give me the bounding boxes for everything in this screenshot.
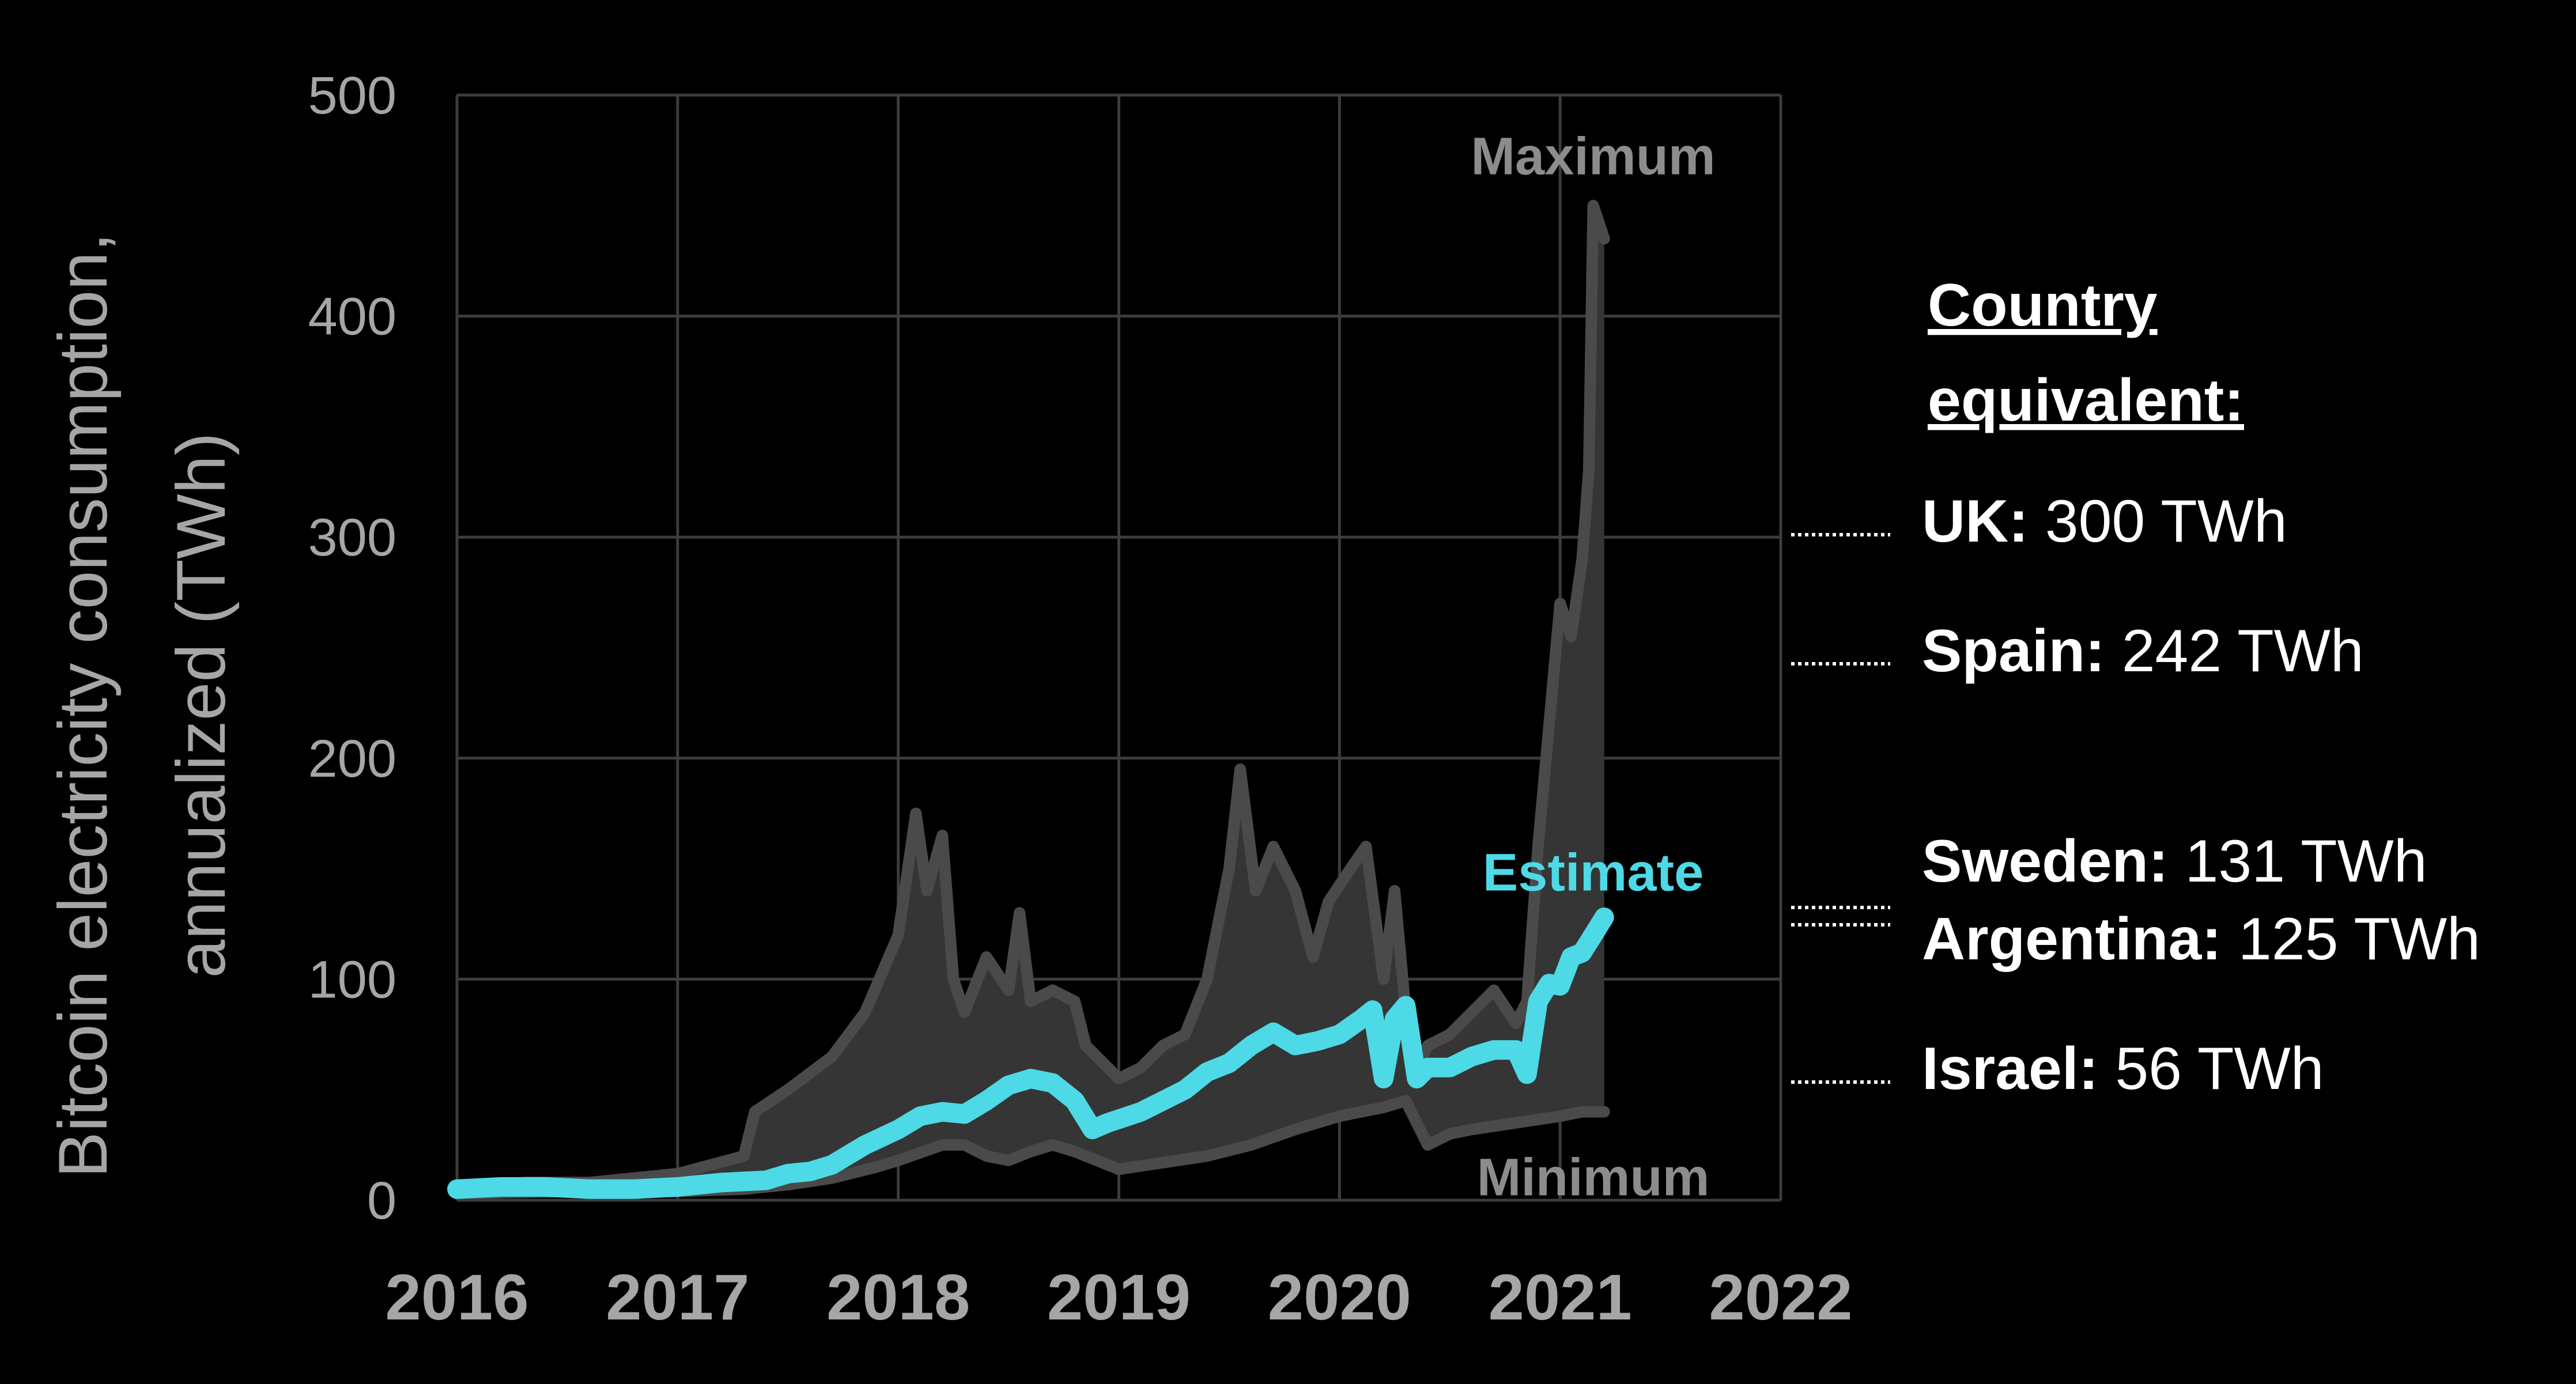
legend-title-line-2: equivalent: bbox=[1928, 367, 2244, 434]
country-value: 131 TWh bbox=[2169, 828, 2427, 895]
y-tick-100: 100 bbox=[308, 950, 397, 1009]
x-tick-2019: 2019 bbox=[1047, 1261, 1191, 1333]
x-tick-2021: 2021 bbox=[1489, 1261, 1632, 1333]
x-tick-2017: 2017 bbox=[606, 1261, 749, 1333]
y-axis-label-line-2: annualized (TWh) bbox=[163, 432, 240, 978]
country-name: Spain: bbox=[1922, 618, 2105, 685]
country-item-israel: Israel: 56 TWh bbox=[1922, 1035, 2324, 1102]
y-tick-labels: 0 100 200 300 400 500 bbox=[308, 66, 397, 1230]
y-tick-0: 0 bbox=[367, 1171, 396, 1230]
country-value: 125 TWh bbox=[2222, 906, 2480, 973]
y-tick-500: 500 bbox=[308, 66, 397, 125]
country-item-spain: Spain: 242 TWh bbox=[1922, 618, 2364, 685]
x-tick-labels: 2016 2017 2018 2019 2020 2021 2022 bbox=[385, 1261, 1852, 1333]
annotation-maximum: Maximum bbox=[1471, 127, 1715, 186]
annotation-minimum: Minimum bbox=[1477, 1148, 1710, 1207]
series-line-minimum bbox=[451, 1095, 1610, 1200]
country-value: 56 TWh bbox=[2098, 1035, 2324, 1102]
y-axis-label-line-1: Bitcoin electricity consumption, bbox=[44, 233, 122, 1178]
country-value: 242 TWh bbox=[2105, 618, 2364, 685]
country-value: 300 TWh bbox=[2029, 488, 2287, 555]
country-name: Argentina: bbox=[1922, 906, 2222, 973]
y-tick-400: 400 bbox=[308, 288, 397, 346]
series-line-maximum bbox=[451, 199, 1610, 1193]
country-equivalent-legend: Country equivalent: UK: 300 TWh Spain: 24… bbox=[1791, 272, 2480, 1102]
legend-title-line-1: Country bbox=[1928, 272, 2158, 339]
y-tick-300: 300 bbox=[308, 508, 397, 567]
series-annotations: Maximum Estimate Minimum bbox=[1471, 127, 1715, 1207]
country-item-argentina: Argentina: 125 TWh bbox=[1922, 906, 2480, 973]
country-item-uk: UK: 300 TWh bbox=[1922, 488, 2287, 555]
country-name: Israel: bbox=[1922, 1035, 2098, 1102]
series-line-estimate bbox=[447, 907, 1614, 1199]
y-tick-200: 200 bbox=[308, 729, 397, 788]
x-tick-2018: 2018 bbox=[826, 1261, 970, 1333]
country-name: UK: bbox=[1922, 488, 2029, 555]
x-tick-2020: 2020 bbox=[1268, 1261, 1411, 1333]
country-name: Sweden: bbox=[1922, 828, 2169, 895]
annotation-estimate: Estimate bbox=[1483, 843, 1704, 902]
x-tick-2016: 2016 bbox=[385, 1261, 528, 1333]
country-item-sweden: Sweden: 131 TWh bbox=[1922, 828, 2427, 895]
x-tick-2022: 2022 bbox=[1709, 1261, 1852, 1333]
